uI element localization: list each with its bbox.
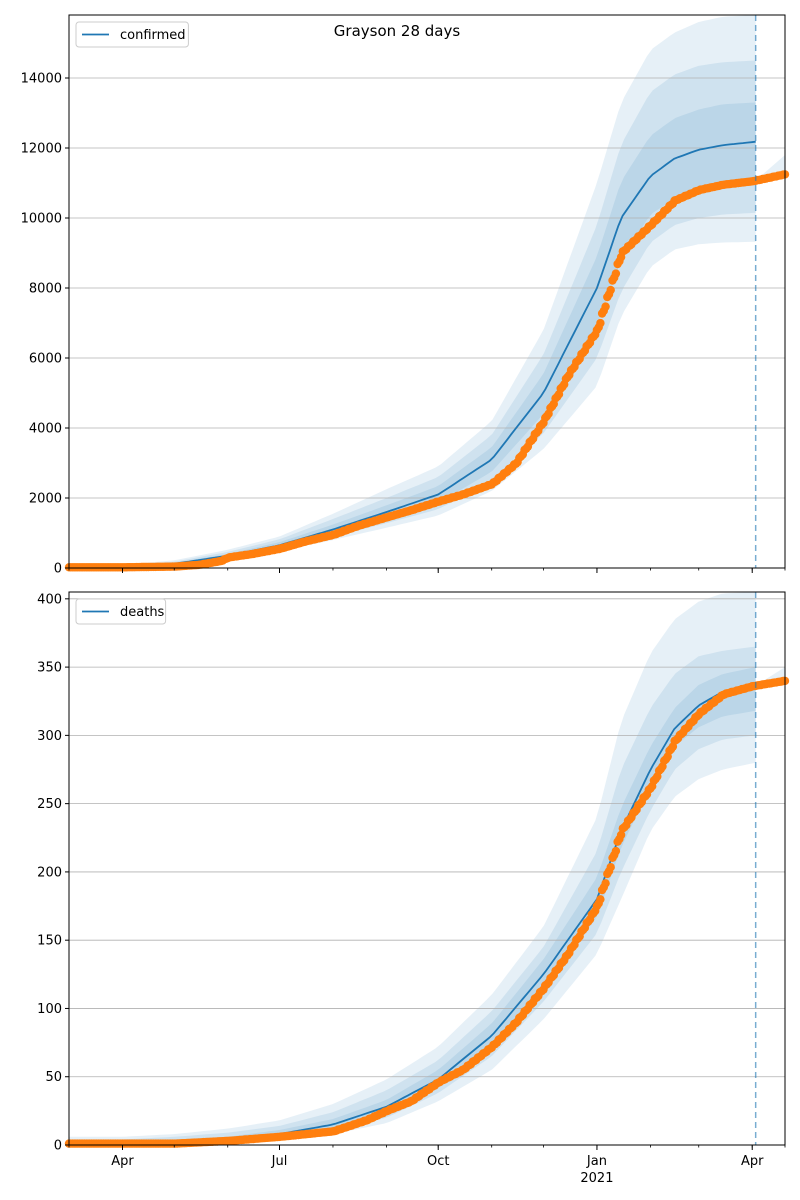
y-tick-label: 2000 (29, 492, 62, 507)
legend-box (75, 598, 167, 625)
confirmed-legend: confirmed (75, 21, 189, 48)
x-tick-label: Jan (586, 1154, 607, 1169)
y-tick-label: 6000 (29, 352, 62, 367)
y-tick-label: 200 (37, 865, 62, 880)
y-tick-label: 150 (37, 934, 62, 949)
y-tick-label: 10000 (21, 212, 62, 227)
confirmed-y-ticks: 0 2000 4000 6000 8000 10000 12000 14000 (21, 72, 69, 577)
uncertainty-band-1 (69, 60, 756, 568)
observed-point (601, 302, 610, 311)
observed-point (606, 285, 615, 295)
uncertainty-band-1 (69, 646, 756, 1145)
deaths-axes-frame (68, 591, 786, 1146)
observed-point (611, 269, 621, 278)
uncertainty-band-2 (69, 102, 756, 568)
y-tick-label: 4000 (29, 422, 62, 437)
deaths-panel: 0 50 100 150 200 250 300 350 400 Apr Jul Oct Jan 202… (37, 591, 790, 1186)
confirmed-axes-frame (68, 14, 786, 569)
observed-point (596, 318, 605, 328)
confirmed-x-ticks (68, 568, 786, 573)
confirmed-panel: 0 2000 4000 6000 8000 10000 12000 14000 confirm… (21, 14, 790, 577)
x-tick-label: Apr (741, 1154, 764, 1169)
legend-label: confirmed (120, 28, 186, 43)
x-tick-label: Apr (111, 1154, 134, 1169)
y-tick-label: 0 (54, 1139, 62, 1154)
y-tick-label: 14000 (21, 72, 62, 87)
y-tick-label: 8000 (29, 282, 62, 297)
observed-point (616, 830, 626, 840)
y-tick-label: 250 (37, 797, 62, 812)
observed-point (596, 895, 605, 904)
chart-title: Grayson 28 days (334, 22, 461, 40)
confirmed-observed-points (64, 170, 790, 572)
y-tick-label: 50 (45, 1070, 62, 1085)
deaths-gridlines (69, 598, 785, 1078)
uncertainty-band-0 (69, 592, 756, 1145)
y-tick-label: 0 (54, 562, 62, 577)
y-tick-label: 350 (37, 661, 62, 676)
confirmed-uncertainty-bands (69, 15, 785, 568)
deaths-x-ticks: Apr Jul Oct Jan 2021 Apr (68, 1145, 786, 1186)
uncertainty-band-2 (69, 667, 756, 1145)
legend-box (75, 21, 189, 48)
x-tick-year-label: 2021 (580, 1171, 613, 1186)
x-tick-label: Oct (427, 1154, 449, 1169)
confirmed-gridlines (69, 77, 785, 499)
y-tick-label: 12000 (21, 142, 62, 157)
y-tick-label: 100 (37, 1002, 62, 1017)
x-tick-label: Jul (271, 1154, 288, 1169)
legend-label: deaths (120, 605, 165, 620)
observed-point (606, 863, 615, 872)
deaths-uncertainty-bands (69, 592, 785, 1145)
deaths-legend: deaths (75, 598, 167, 625)
deaths-observed-points (64, 676, 790, 1148)
y-tick-label: 300 (37, 729, 62, 744)
observed-point (611, 846, 621, 856)
observed-point (601, 879, 610, 888)
uncertainty-band-0 (69, 15, 756, 568)
deaths-y-ticks: 0 50 100 150 200 250 300 350 400 (37, 592, 69, 1154)
y-tick-label: 400 (37, 592, 62, 607)
